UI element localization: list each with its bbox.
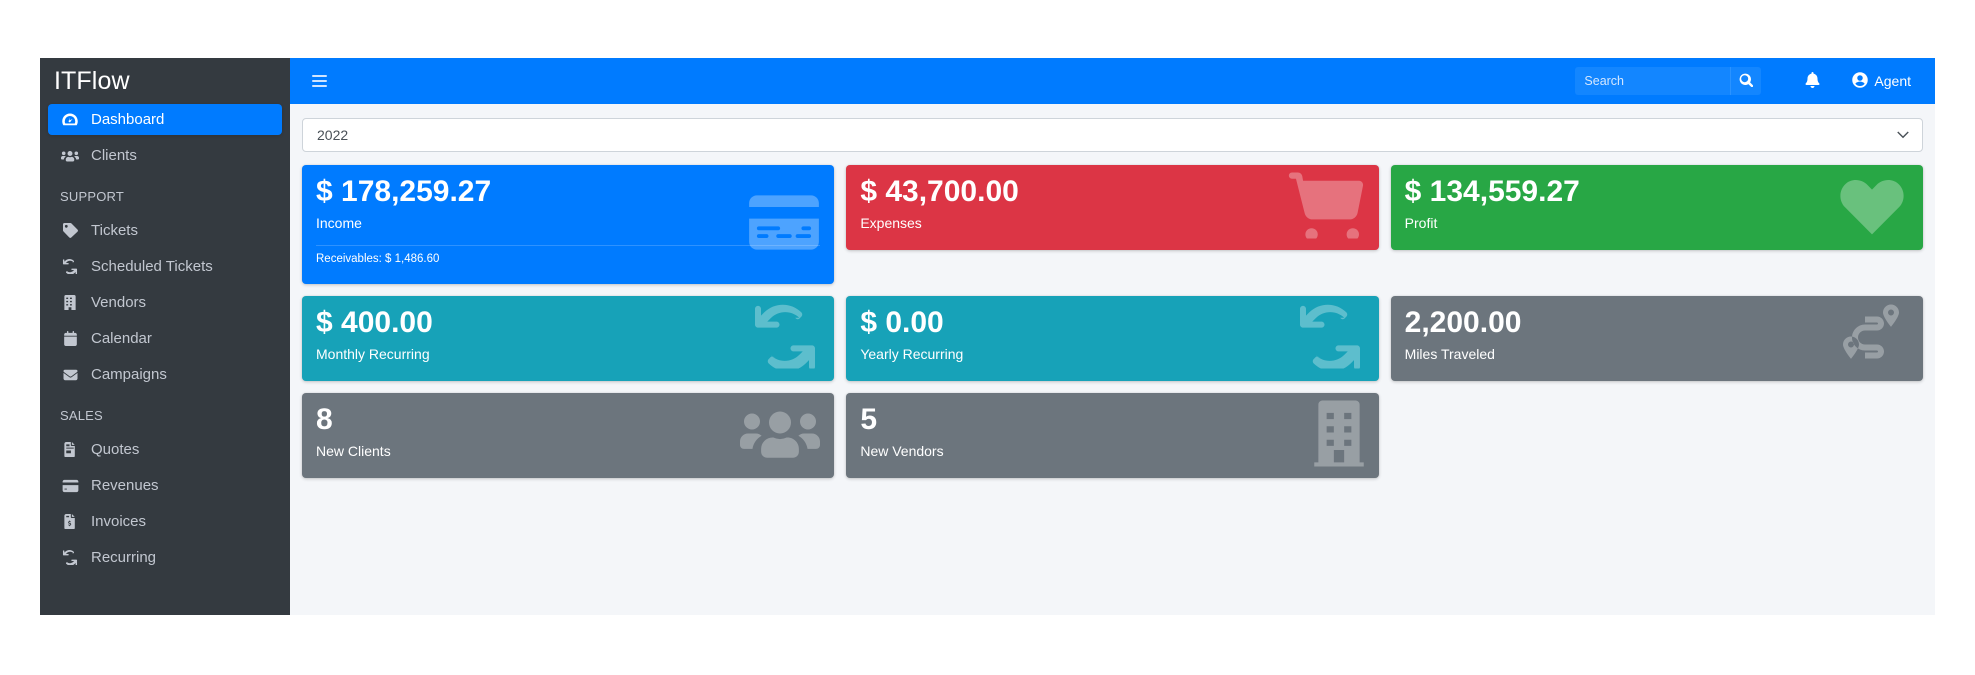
calendar-icon xyxy=(60,330,80,348)
sidebar-item-label: Calendar xyxy=(91,330,152,347)
stat-card-col: 2,200.00 Miles Traveled xyxy=(1385,296,1929,393)
sidebar-item-label: Dashboard xyxy=(91,111,165,128)
sidebar-item-label: Tickets xyxy=(91,222,138,239)
stat-card-col: $ 134,559.27 Profit xyxy=(1385,165,1929,296)
sidebar-section-sales: SALES xyxy=(60,408,103,423)
sidebar-item-label: Invoices xyxy=(91,513,147,530)
hamburger-icon[interactable] xyxy=(304,66,334,96)
brand-title: ITFlow xyxy=(54,66,130,95)
stat-card-profit[interactable]: $ 134,559.27 Profit xyxy=(1390,165,1923,250)
envelope-icon xyxy=(60,366,80,384)
stat-card-label: Profit xyxy=(1404,214,1438,231)
sidebar-nav: Dashboard Clients SUPPORT Tickets xyxy=(40,104,290,573)
tag-icon xyxy=(60,222,80,240)
sidebar-item-vendors[interactable]: Vendors xyxy=(48,287,282,318)
app-window: ITFlow Dashboard Clients SUPPORT xyxy=(40,58,1935,615)
stat-card-value: 8 xyxy=(316,403,333,436)
stat-card-value: $ 0.00 xyxy=(860,306,944,339)
search-input[interactable] xyxy=(1575,67,1731,95)
stat-card-grid: $ 178,259.27 Income Receivables: $ 1,486… xyxy=(296,165,1929,490)
user-label: Agent xyxy=(1874,73,1911,89)
stat-card-value: $ 43,700.00 xyxy=(860,175,1019,208)
stat-card-col: 8 New Clients xyxy=(296,393,840,490)
search-icon xyxy=(1739,73,1754,90)
sidebar-item-revenues[interactable]: Revenues xyxy=(48,470,282,501)
sidebar-item-tickets[interactable]: Tickets xyxy=(48,215,282,246)
stat-card-label: Monthly Recurring xyxy=(316,345,430,362)
stat-card-label: Income xyxy=(316,214,362,231)
brand-logo[interactable]: ITFlow xyxy=(40,58,290,104)
stat-card-expenses[interactable]: $ 43,700.00 Expenses xyxy=(846,165,1379,250)
sidebar-item-recurring[interactable]: Recurring xyxy=(48,542,282,573)
search-group xyxy=(1575,67,1762,95)
building-icon xyxy=(60,294,80,312)
sidebar-item-dashboard[interactable]: Dashboard xyxy=(48,104,282,135)
notifications-button[interactable] xyxy=(1789,58,1836,104)
stat-card-footer: Receivables: $ 1,486.60 xyxy=(316,244,821,273)
sidebar-item-scheduled-tickets[interactable]: Scheduled Tickets xyxy=(48,251,282,282)
stat-card-label: Yearly Recurring xyxy=(860,345,964,362)
sidebar-item-label: Revenues xyxy=(91,477,159,494)
sidebar-item-label: Campaigns xyxy=(91,366,167,383)
dashboard-content: 2022 $ 178,259.27 Income Receivables: $ … xyxy=(290,104,1935,615)
user-menu[interactable]: Agent xyxy=(1836,58,1927,104)
year-filter: 2022 xyxy=(302,118,1923,152)
sidebar-item-label: Quotes xyxy=(91,441,140,458)
sidebar-section-support: SUPPORT xyxy=(60,189,125,204)
stat-card-col: $ 400.00 Monthly Recurring xyxy=(296,296,840,393)
stat-card-value: $ 400.00 xyxy=(316,306,433,339)
stat-card-value: $ 178,259.27 xyxy=(316,175,492,208)
file-dollar-icon xyxy=(60,513,80,531)
stat-card-col: 5 New Vendors xyxy=(840,393,1384,490)
dashboard-icon xyxy=(60,111,80,129)
main-area: Agent 2022 $ 178,259.27 Income Recei xyxy=(290,58,1935,615)
sync-icon xyxy=(60,258,80,276)
stat-card-label: New Vendors xyxy=(860,442,944,459)
credit-card-icon xyxy=(60,477,80,495)
stat-card-yearly-recurring[interactable]: $ 0.00 Yearly Recurring xyxy=(846,296,1379,381)
hamburger-bar xyxy=(311,75,327,77)
sidebar-item-calendar[interactable]: Calendar xyxy=(48,323,282,354)
stat-card-value: $ 134,559.27 xyxy=(1404,175,1580,208)
sidebar-item-quotes[interactable]: Quotes xyxy=(48,434,282,465)
search-button[interactable] xyxy=(1730,67,1762,95)
top-navbar: Agent xyxy=(290,58,1935,104)
sidebar-item-label: Vendors xyxy=(91,294,147,311)
hamburger-bar xyxy=(311,85,327,87)
year-select[interactable]: 2022 xyxy=(302,118,1923,152)
stat-card-col: $ 178,259.27 Income Receivables: $ 1,486… xyxy=(296,165,840,296)
stat-card-col: $ 0.00 Yearly Recurring xyxy=(840,296,1384,393)
stat-card-value: 2,200.00 xyxy=(1404,306,1522,339)
stat-card-label: New Clients xyxy=(316,442,391,459)
stat-card-col: $ 43,700.00 Expenses xyxy=(840,165,1384,296)
users-icon xyxy=(60,147,80,165)
sidebar-item-label: Scheduled Tickets xyxy=(91,258,213,275)
stat-card-value: 5 xyxy=(860,403,878,436)
sync-icon xyxy=(60,549,80,567)
stat-card-label: Miles Traveled xyxy=(1404,345,1495,362)
stat-card-income[interactable]: $ 178,259.27 Income Receivables: $ 1,486… xyxy=(302,165,835,284)
sidebar-item-clients[interactable]: Clients xyxy=(48,140,282,171)
stat-card-new-clients[interactable]: 8 New Clients xyxy=(302,393,835,478)
stat-card-new-vendors[interactable]: 5 New Vendors xyxy=(846,393,1379,478)
stat-card-miles-traveled[interactable]: 2,200.00 Miles Traveled xyxy=(1390,296,1923,381)
hamburger-bar xyxy=(311,80,327,82)
bell-icon xyxy=(1805,71,1820,91)
stat-card-label: Expenses xyxy=(860,214,922,231)
sidebar-item-label: Clients xyxy=(91,147,137,164)
sidebar: ITFlow Dashboard Clients SUPPORT xyxy=(40,58,290,615)
sidebar-item-label: Recurring xyxy=(91,549,157,566)
stat-card-monthly-recurring[interactable]: $ 400.00 Monthly Recurring xyxy=(302,296,835,381)
file-invoice-icon xyxy=(60,441,80,459)
user-circle-icon xyxy=(1852,71,1869,91)
sidebar-item-invoices[interactable]: Invoices xyxy=(48,506,282,537)
sidebar-item-campaigns[interactable]: Campaigns xyxy=(48,359,282,390)
